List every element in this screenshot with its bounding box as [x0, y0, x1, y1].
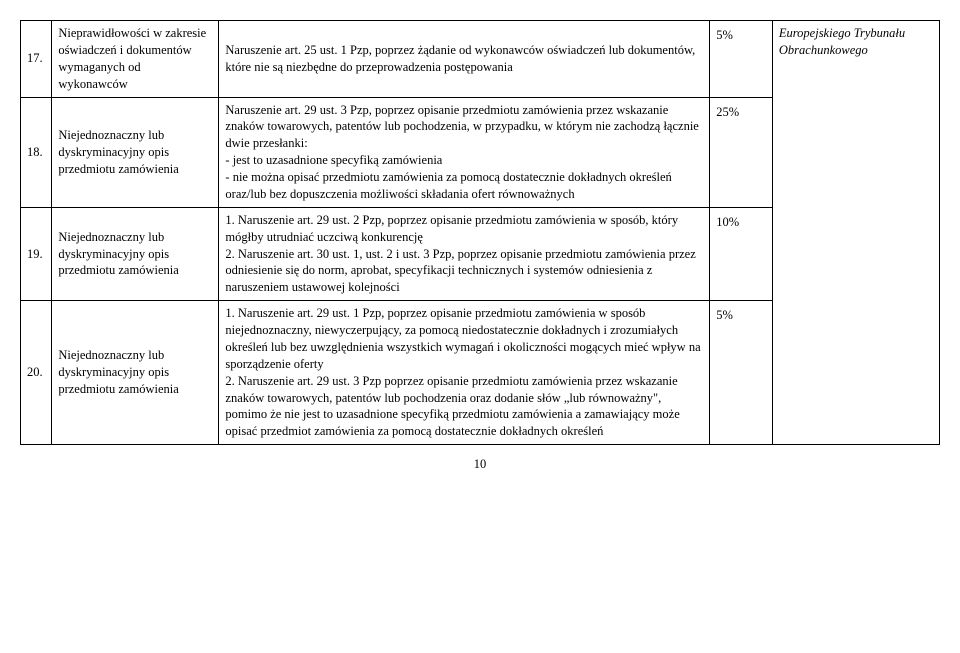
row-percentage: 25% [710, 97, 773, 207]
row-violation: Nieprawidłowości w zakresie oświadczeń i… [52, 21, 219, 98]
row-percentage: 10% [710, 207, 773, 300]
row-number: 17. [21, 21, 52, 98]
row-percentage: 5% [710, 21, 773, 98]
page-number: 10 [20, 457, 940, 472]
regulations-table: 17. Nieprawidłowości w zakresie oświadcz… [20, 20, 940, 445]
row-description: 1. Naruszenie art. 29 ust. 2 Pzp, poprze… [219, 207, 710, 300]
row-violation: Niejednoznaczny lub dyskryminacyjny opis… [52, 301, 219, 445]
row-number: 19. [21, 207, 52, 300]
table-row: 17. Nieprawidłowości w zakresie oświadcz… [21, 21, 940, 98]
row-percentage: 5% [710, 301, 773, 445]
row-number: 18. [21, 97, 52, 207]
row-violation: Niejednoznaczny lub dyskryminacyjny opis… [52, 97, 219, 207]
note-header-cell: Europejskiego Trybunału Obrachunkowego [772, 21, 939, 445]
row-violation: Niejednoznaczny lub dyskryminacyjny opis… [52, 207, 219, 300]
row-description: Naruszenie art. 29 ust. 3 Pzp, poprzez o… [219, 97, 710, 207]
row-number: 20. [21, 301, 52, 445]
row-description: 1. Naruszenie art. 29 ust. 1 Pzp, poprze… [219, 301, 710, 445]
row-description: Naruszenie art. 25 ust. 1 Pzp, poprzez ż… [219, 21, 710, 98]
